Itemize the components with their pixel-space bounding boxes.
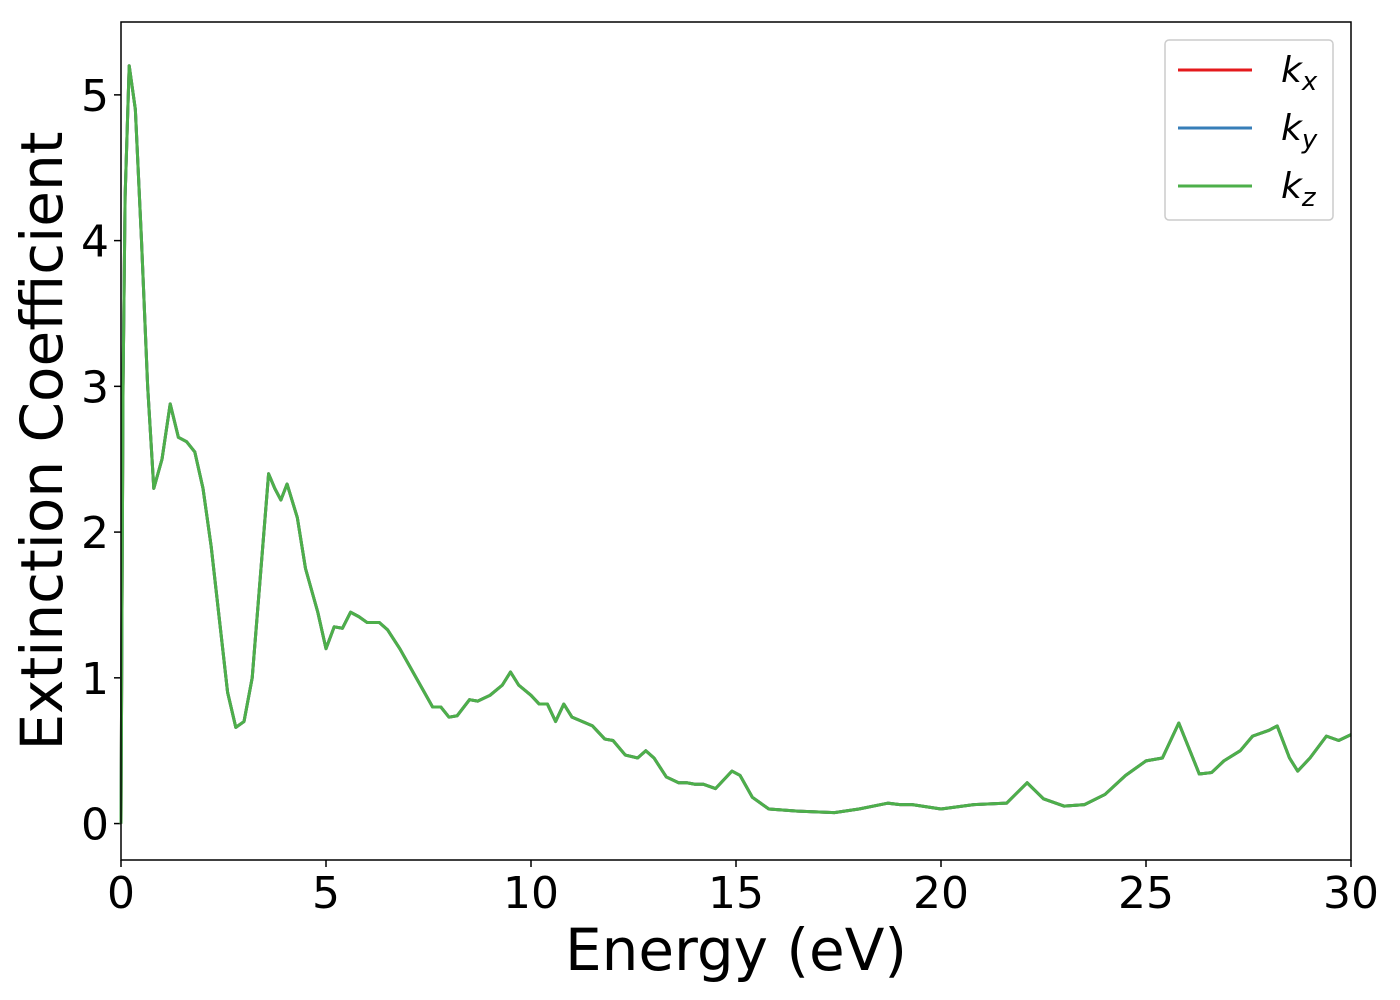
x-tick-label: 30 [1323,868,1379,919]
x-axis-label: Energy (eV) [565,916,907,984]
y-tick-label: 5 [81,71,109,122]
x-tick-label: 10 [503,868,559,919]
x-tick-label: 25 [1118,868,1174,919]
data-line [119,64,1352,824]
x-tick-label: 5 [312,868,340,919]
legend-label: kz [1281,166,1317,213]
legend-box [1164,39,1334,221]
legend: kx ky kz [1164,39,1334,221]
y-tick-label: 2 [81,508,109,559]
legend-label: kx [1281,50,1318,97]
x-tick-label: 0 [107,868,135,919]
legend-label: ky [1281,108,1318,155]
y-tick-label: 1 [81,654,109,705]
x-tick-label: 20 [913,868,969,919]
y-tick-label: 3 [81,362,109,413]
x-tick-label: 15 [708,868,764,919]
plot-frame [120,21,1352,861]
y-tick-label: 4 [81,217,109,268]
y-tick-label: 0 [81,800,109,851]
y-axis-label: Extinction Coefficient [8,132,76,751]
